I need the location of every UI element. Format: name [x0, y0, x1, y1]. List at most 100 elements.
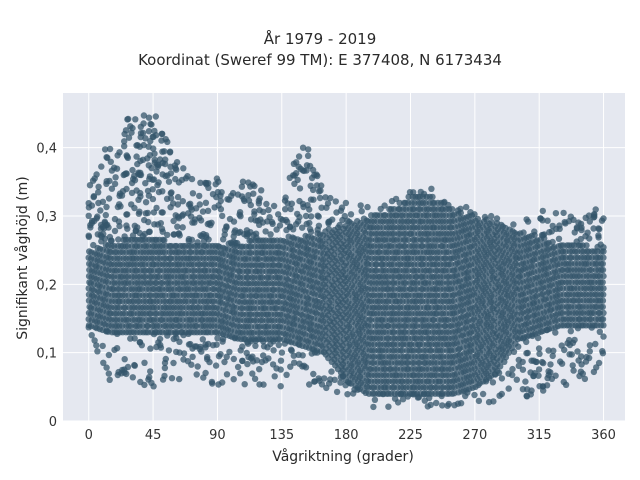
data-point: [535, 372, 542, 379]
x-tick-label: 315: [527, 428, 552, 443]
data-point: [509, 371, 516, 379]
data-point: [205, 236, 212, 243]
data-point: [392, 195, 400, 203]
data-point: [135, 196, 142, 203]
data-point: [495, 369, 503, 377]
data-point: [331, 376, 338, 383]
data-point: [239, 343, 246, 350]
data-point: [592, 340, 599, 348]
data-point: [599, 297, 607, 304]
data-point: [531, 228, 538, 235]
data-point: [176, 375, 183, 383]
data-point: [162, 292, 169, 299]
data-point: [277, 383, 284, 390]
data-point: [124, 225, 131, 232]
data-point: [544, 217, 551, 224]
data-point: [577, 220, 585, 228]
data-point: [93, 342, 100, 349]
data-point: [316, 194, 324, 202]
data-point: [94, 213, 101, 220]
data-point: [493, 215, 501, 222]
data-point: [294, 210, 301, 218]
data-point: [256, 366, 263, 373]
data-point: [155, 179, 162, 186]
data-point: [196, 345, 203, 353]
y-tick-label: 0: [49, 415, 57, 430]
data-point: [410, 189, 417, 196]
data-point: [581, 375, 589, 383]
data-point: [268, 218, 276, 226]
data-point: [97, 207, 104, 214]
data-point: [498, 390, 505, 398]
data-point: [218, 189, 225, 196]
data-point: [85, 232, 92, 239]
data-point: [295, 218, 302, 225]
data-point: [106, 145, 114, 153]
data-point: [481, 213, 489, 221]
data-point: [552, 329, 559, 336]
data-point: [225, 196, 233, 203]
data-point: [161, 372, 168, 380]
data-point: [145, 114, 153, 121]
data-point: [584, 229, 591, 236]
data-point: [290, 172, 297, 179]
data-point: [142, 199, 150, 206]
data-point: [426, 394, 433, 402]
x-tick-label: 135: [269, 428, 294, 443]
data-point: [124, 116, 131, 123]
data-point: [556, 225, 563, 233]
data-point: [509, 365, 516, 373]
data-point: [157, 220, 164, 227]
data-point: [239, 178, 247, 185]
data-point: [550, 347, 557, 354]
data-point: [370, 403, 377, 411]
data-point: [462, 392, 469, 400]
data-point: [147, 368, 154, 375]
data-point: [152, 132, 160, 139]
data-point: [457, 400, 465, 407]
data-point: [578, 226, 585, 234]
data-point: [247, 323, 255, 330]
data-point: [281, 340, 288, 347]
data-point: [121, 143, 128, 150]
data-point: [188, 361, 195, 368]
data-point: [555, 235, 563, 242]
data-point: [270, 347, 277, 354]
data-point: [354, 386, 361, 393]
data-point: [255, 200, 263, 207]
data-point: [271, 373, 278, 380]
data-point: [194, 363, 201, 370]
data-point: [95, 183, 102, 190]
data-point: [252, 337, 259, 344]
data-point: [180, 165, 187, 172]
data-point: [165, 347, 173, 354]
data-point: [530, 357, 537, 364]
data-point: [552, 210, 560, 217]
data-point: [600, 333, 607, 340]
data-point: [123, 185, 130, 193]
data-point: [277, 357, 285, 364]
data-point: [529, 332, 536, 340]
data-point: [103, 364, 110, 371]
data-point: [85, 324, 92, 331]
data-point: [114, 330, 121, 337]
data-point: [188, 236, 196, 243]
data-point: [105, 224, 112, 231]
data-point: [135, 210, 143, 217]
data-point: [137, 171, 145, 179]
data-point: [599, 316, 607, 323]
data-point: [364, 203, 371, 211]
data-point: [429, 193, 436, 201]
data-point: [586, 342, 594, 349]
data-point: [237, 370, 244, 377]
data-point: [490, 398, 497, 405]
data-point: [265, 206, 272, 214]
data-point: [187, 200, 194, 207]
data-point: [234, 239, 241, 247]
data-point: [498, 375, 506, 382]
data-point: [124, 154, 132, 161]
data-point: [176, 338, 183, 345]
data-point: [328, 368, 335, 375]
data-point: [568, 351, 575, 358]
data-point: [598, 217, 606, 224]
